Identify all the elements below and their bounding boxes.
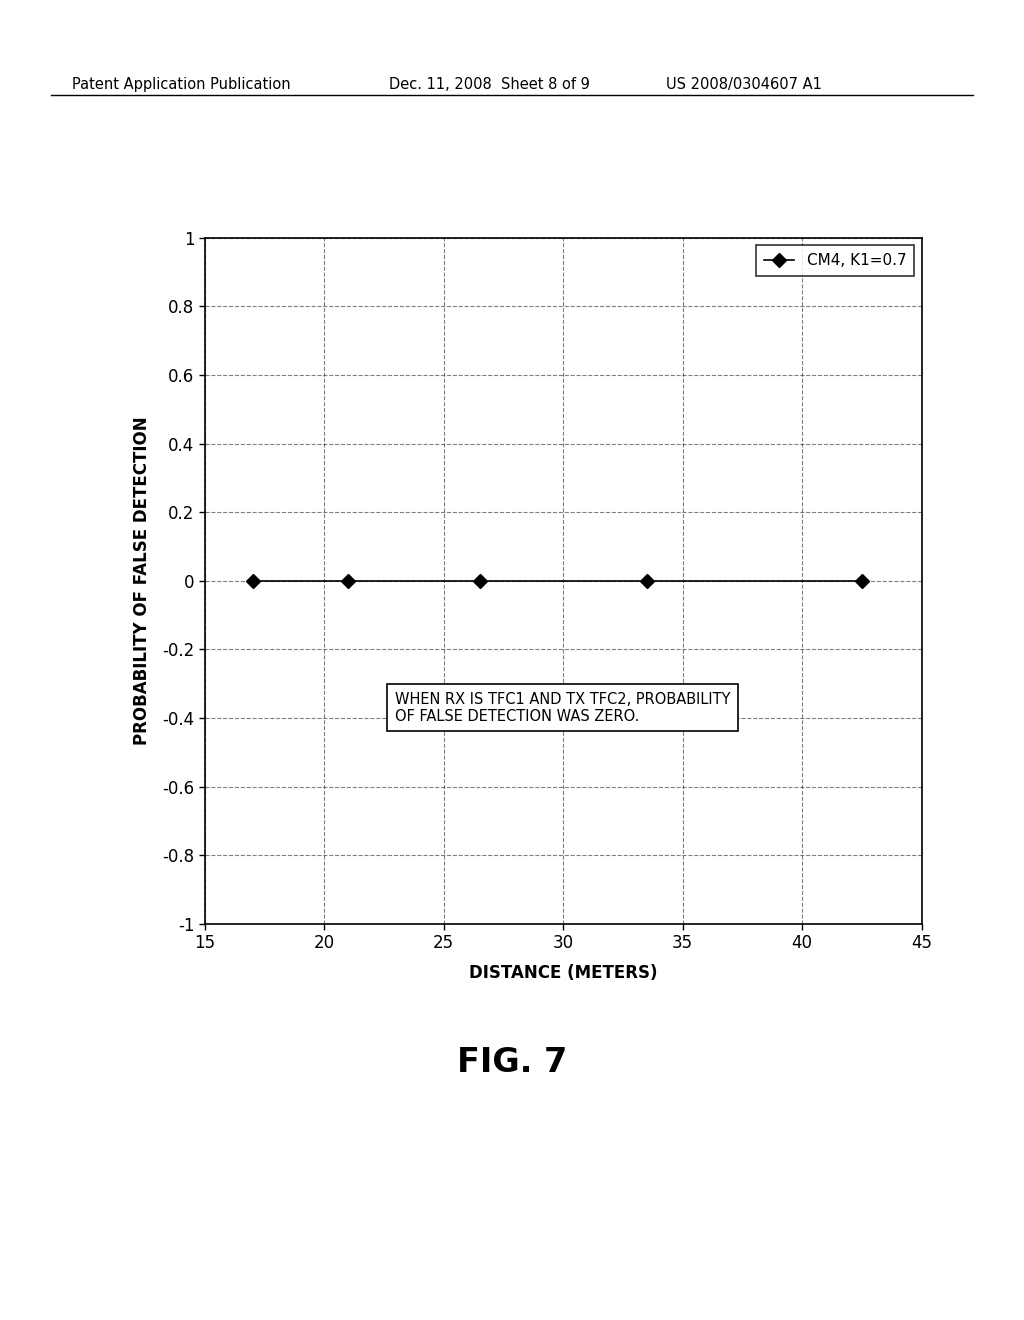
Line: CM4, K1=0.7: CM4, K1=0.7 bbox=[248, 576, 866, 586]
CM4, K1=0.7 bbox=[641, 573, 653, 589]
Text: WHEN RX IS TFC1 AND TX TFC2, PROBABILITY
OF FALSE DETECTION WAS ZERO.: WHEN RX IS TFC1 AND TX TFC2, PROBABILITY… bbox=[395, 692, 730, 723]
Text: Dec. 11, 2008  Sheet 8 of 9: Dec. 11, 2008 Sheet 8 of 9 bbox=[389, 77, 590, 91]
Legend: CM4, K1=0.7: CM4, K1=0.7 bbox=[757, 246, 914, 276]
CM4, K1=0.7 bbox=[247, 573, 259, 589]
CM4, K1=0.7 bbox=[856, 573, 868, 589]
Text: FIG. 7: FIG. 7 bbox=[457, 1045, 567, 1080]
CM4, K1=0.7 bbox=[473, 573, 485, 589]
X-axis label: DISTANCE (METERS): DISTANCE (METERS) bbox=[469, 964, 657, 982]
Text: Patent Application Publication: Patent Application Publication bbox=[72, 77, 291, 91]
CM4, K1=0.7 bbox=[342, 573, 354, 589]
Y-axis label: PROBABILITY OF FALSE DETECTION: PROBABILITY OF FALSE DETECTION bbox=[133, 417, 151, 744]
Text: US 2008/0304607 A1: US 2008/0304607 A1 bbox=[666, 77, 821, 91]
